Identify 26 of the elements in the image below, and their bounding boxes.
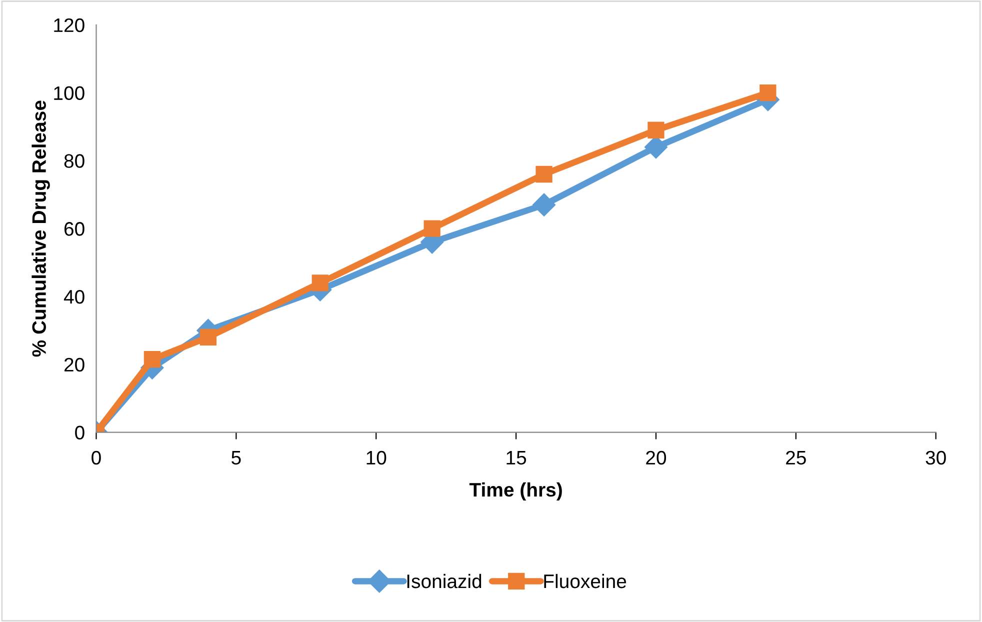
- point: [532, 193, 556, 216]
- y-tick-label: 20: [64, 358, 84, 372]
- x-tick-label: 30: [926, 450, 946, 465]
- point: [144, 350, 161, 368]
- legend-label: Isoniazid: [407, 574, 482, 588]
- point: [424, 220, 440, 237]
- y-tick-label: 120: [54, 18, 84, 32]
- point: [648, 122, 664, 138]
- x-tick-label: 10: [366, 450, 386, 465]
- point: [536, 166, 552, 183]
- x-tick-label: 25: [786, 450, 806, 465]
- x-tick-label: 20: [646, 450, 666, 465]
- point: [312, 274, 328, 292]
- legend-label: Fluoxeine: [544, 574, 626, 588]
- y-tick-label: 60: [64, 222, 84, 236]
- point: [200, 328, 217, 346]
- y-tick-label: 0: [75, 426, 84, 440]
- y-tick-label: 80: [64, 154, 84, 168]
- point: [760, 84, 776, 102]
- x-tick-label: 15: [506, 451, 526, 465]
- y-tick-label: 100: [54, 86, 84, 100]
- x-tick-label: 5: [232, 451, 241, 465]
- y-tick-label: 40: [64, 290, 84, 304]
- y-axis-title: % Cumulative Drug Release: [32, 100, 50, 357]
- x-tick-label: 0: [92, 450, 101, 465]
- x-axis-title: Time (hrs): [469, 482, 562, 500]
